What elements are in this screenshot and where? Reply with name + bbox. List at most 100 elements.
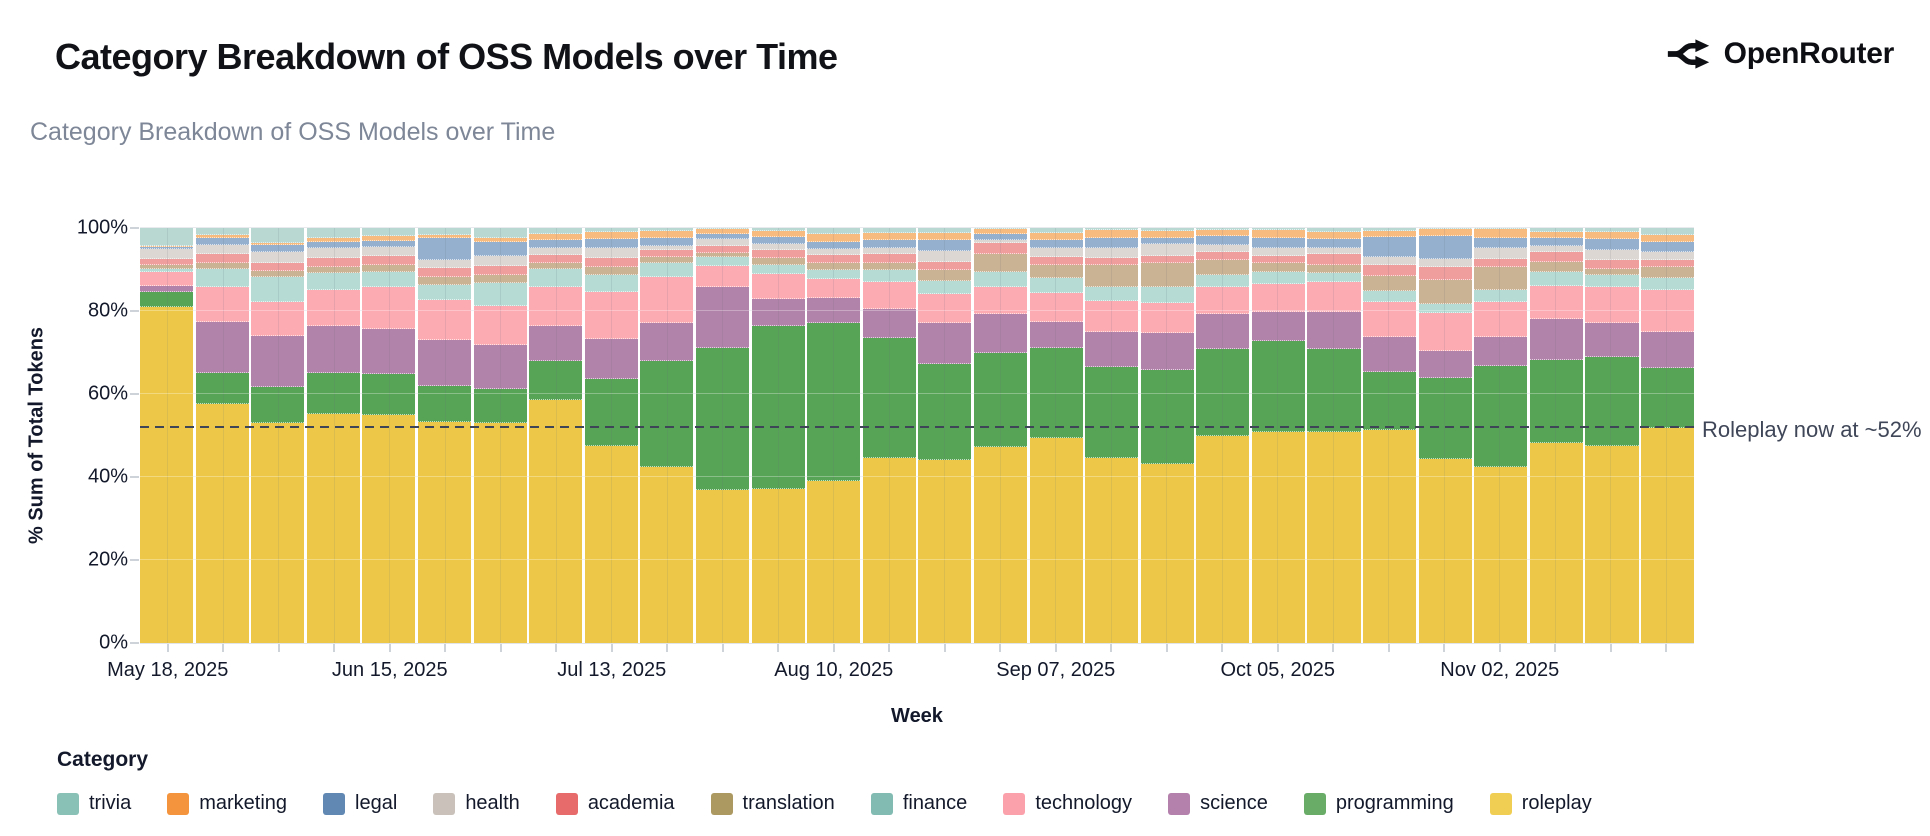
bar-segment-marketing	[973, 229, 1027, 234]
bar-segment-translation	[1529, 262, 1583, 273]
x-tick-label: Jun 15, 2025	[331, 659, 448, 681]
bar-segment-marketing	[751, 230, 805, 238]
bar-segment-finance	[1529, 272, 1583, 287]
bar-segment-translation	[1140, 262, 1194, 288]
bar-segment-science	[807, 298, 861, 324]
bar-week	[695, 228, 750, 643]
bar-segment-health	[195, 245, 249, 255]
x-tick-mark	[1110, 644, 1113, 652]
bar-segment-translation	[362, 264, 416, 272]
bar-segment-programming	[862, 337, 916, 459]
bar-segment-technology	[1251, 284, 1305, 312]
bar-segment-science	[695, 286, 750, 348]
bar-segment-programming	[807, 323, 861, 482]
gridline-overlay	[140, 310, 1694, 311]
bar-segment-legal	[195, 237, 249, 246]
bar-segment-technology	[807, 279, 861, 299]
bar-segment-marketing	[695, 229, 750, 234]
vertical-gridline	[500, 228, 502, 643]
bar-segment-academia	[1251, 255, 1305, 264]
bar-segment-programming	[1474, 366, 1528, 468]
x-tick-mark	[388, 644, 391, 652]
bar-segment-marketing	[195, 235, 249, 238]
y-tick-label: 60%	[87, 382, 128, 405]
bar-week	[1196, 228, 1250, 643]
bar-segment-roleplay	[1418, 459, 1472, 643]
bar-segment-academia	[1585, 259, 1639, 269]
bar-segment-technology	[584, 292, 638, 339]
bar-segment-technology	[862, 281, 916, 309]
bar-segment-technology	[1029, 292, 1083, 322]
bar-segment-marketing	[1418, 228, 1472, 237]
bar-segment-health	[695, 239, 750, 246]
bar-segment-legal	[1251, 237, 1305, 249]
y-tick-label: 80%	[87, 299, 128, 322]
bar-segment-trivia	[918, 228, 972, 234]
bar-segment-marketing	[306, 238, 360, 242]
bar-segment-translation	[306, 266, 360, 274]
bar-week	[640, 228, 694, 643]
bar-segment-programming	[195, 373, 249, 405]
legend-swatch-marketing-icon	[167, 792, 190, 815]
legend-item-legal: legal	[323, 792, 397, 815]
bar-segment-legal	[640, 238, 694, 246]
bar-segment-technology	[918, 294, 972, 324]
bar-segment-legal	[751, 237, 805, 244]
bar-segment-finance	[807, 269, 861, 280]
bar-segment-translation	[973, 253, 1027, 273]
x-tick-mark	[1221, 644, 1224, 652]
bar-segment-roleplay	[751, 488, 805, 643]
bar-segment-marketing	[1251, 229, 1305, 238]
x-tick-mark	[1443, 644, 1446, 652]
vertical-gridline	[1221, 228, 1223, 643]
bar-segment-science	[473, 344, 527, 390]
bar-segment-technology	[640, 277, 694, 323]
bar-segment-science	[751, 298, 805, 326]
bar-segment-programming	[529, 360, 583, 400]
bar-segment-science	[1529, 319, 1583, 360]
bar-segment-roleplay	[195, 404, 249, 643]
bar-segment-technology	[529, 286, 583, 326]
bar-segment-translation	[1307, 264, 1361, 273]
x-axis-tick-marks	[140, 644, 1694, 653]
x-tick-mark	[610, 644, 613, 652]
x-tick-mark	[1554, 644, 1557, 652]
bar-segment-marketing	[473, 238, 527, 242]
bar-segment-translation	[807, 263, 861, 270]
bar-segment-science	[1474, 336, 1528, 367]
bar-segment-technology	[1529, 286, 1583, 320]
bar-segment-programming	[417, 386, 472, 422]
bar-segment-roleplay	[362, 414, 416, 643]
gridline	[140, 559, 1694, 560]
x-tick-mark	[1665, 644, 1668, 652]
legend-label: trivia	[89, 792, 132, 814]
bar-segment-academia	[640, 250, 694, 257]
bar-segment-legal	[1418, 236, 1472, 260]
gridline	[140, 310, 1694, 311]
vertical-gridline	[1499, 228, 1501, 643]
bar-segment-trivia	[140, 228, 194, 246]
gridline-overlay	[140, 559, 1694, 560]
vertical-gridline	[1110, 228, 1112, 643]
bar-segment-translation	[1363, 275, 1417, 291]
bar-segment-trivia	[1363, 228, 1417, 231]
bar-segment-roleplay	[1251, 432, 1305, 643]
y-tick-mark	[130, 227, 139, 229]
bar-segment-legal	[1529, 238, 1583, 246]
legend-swatch-academia-icon	[555, 792, 578, 815]
x-tick-label: Jul 13, 2025	[557, 659, 667, 681]
bar-segment-trivia	[807, 228, 861, 235]
bar-segment-academia	[584, 257, 638, 268]
bar-segment-science	[1363, 336, 1417, 373]
bar-segment-roleplay	[1363, 430, 1417, 643]
bar-segment-academia	[195, 254, 249, 264]
vertical-gridline	[555, 228, 557, 643]
bar-segment-academia	[306, 257, 360, 267]
bar-week	[1641, 228, 1695, 643]
x-tick-mark	[333, 644, 336, 652]
bar-segment-marketing	[1363, 230, 1417, 238]
bar-segment-marketing	[584, 232, 638, 239]
bar-segment-marketing	[1140, 231, 1194, 239]
bar-segment-programming	[1418, 378, 1472, 460]
bar-segment-translation	[1641, 267, 1695, 279]
